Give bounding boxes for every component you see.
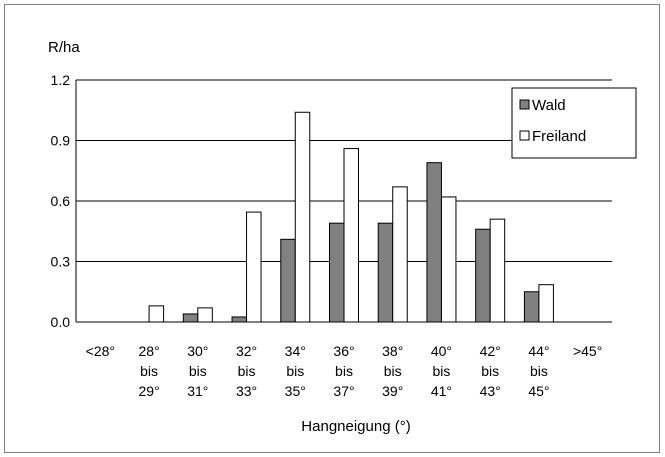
y-tick-label: 0.3 (51, 254, 71, 270)
x-tick-label: 36° (333, 343, 354, 359)
x-tick-label: 34° (285, 343, 306, 359)
legend-swatch-wald (519, 99, 530, 110)
bar-freiland (148, 305, 165, 323)
bar-wald (182, 313, 199, 323)
x-tick-label: 30° (187, 343, 208, 359)
x-tick-label: bis (384, 363, 402, 379)
x-tick-label: >45° (573, 343, 602, 359)
x-tick-label: 28° (139, 343, 160, 359)
x-tick-label: 39° (382, 383, 403, 399)
x-tick-label: 45° (528, 383, 549, 399)
bar-wald (377, 222, 394, 323)
bar-wald (231, 316, 248, 323)
x-tick-label: bis (530, 363, 548, 379)
bar-freiland (246, 211, 262, 323)
y-axis-label: R/ha (48, 39, 80, 56)
x-tick-label: 29° (139, 383, 160, 399)
bar-wald (329, 222, 345, 323)
y-tick-label: 1.2 (51, 72, 71, 88)
legend-label-wald: Wald (532, 97, 566, 114)
bar-wald (475, 228, 491, 323)
x-tick-label: 32° (236, 343, 257, 359)
bar-wald (523, 291, 540, 323)
bar-wald (426, 162, 442, 323)
x-tick-label: 41° (431, 383, 452, 399)
x-tick-label: 31° (187, 383, 208, 399)
legend-box (511, 87, 637, 159)
x-tick-label: bis (286, 363, 304, 379)
bar-freiland (343, 148, 359, 323)
bar-freiland (440, 196, 457, 323)
x-tick-label: <28° (86, 343, 115, 359)
x-tick-label: bis (238, 363, 256, 379)
x-tick-label: bis (140, 363, 158, 379)
x-tick-label: 35° (285, 383, 306, 399)
y-tick-label: 0.0 (51, 314, 71, 330)
bar-wald (280, 238, 296, 323)
x-tick-label: 38° (382, 343, 403, 359)
bar-freiland (392, 186, 408, 323)
bar-freiland (197, 307, 213, 323)
legend-swatch-freiland (519, 130, 530, 141)
x-axis-label: Hangneigung (°) (301, 418, 410, 435)
bar-freiland (538, 284, 554, 323)
x-tick-label: 37° (333, 383, 354, 399)
x-tick-label: 42° (480, 343, 501, 359)
x-tick-label: 40° (431, 343, 452, 359)
x-tick-label: bis (335, 363, 353, 379)
legend-label-freiland: Freiland (532, 128, 586, 145)
x-tick-label: bis (481, 363, 499, 379)
x-tick-label: 43° (480, 383, 501, 399)
x-tick-label: bis (189, 363, 207, 379)
x-tick-label: 44° (528, 343, 549, 359)
x-tick-label: bis (433, 363, 451, 379)
y-tick-label: 0.9 (51, 133, 71, 149)
y-tick-label: 0.6 (51, 193, 71, 209)
bar-freiland (294, 111, 311, 323)
bar-freiland (489, 218, 506, 323)
x-tick-label: 33° (236, 383, 257, 399)
